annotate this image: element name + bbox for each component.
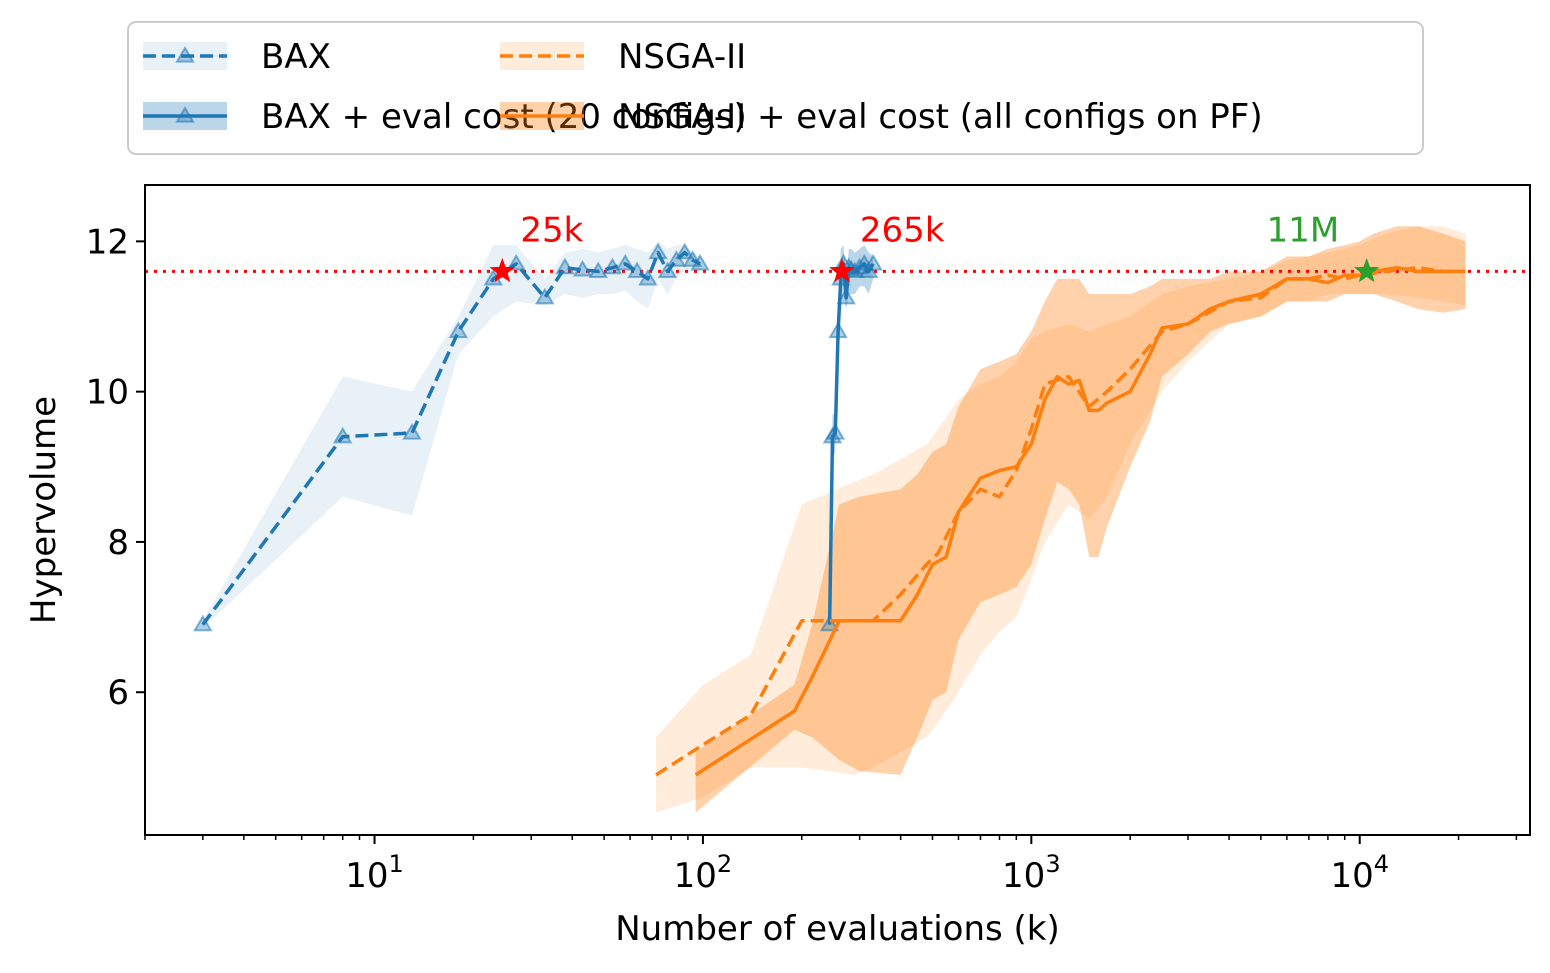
annotation-11m: 11M — [1267, 210, 1340, 250]
legend-label: NSGA-II + eval cost (all configs on PF) — [618, 97, 1263, 137]
y-tick-label: 10 — [86, 373, 129, 413]
plot-area: 25k 265k 11M — [145, 210, 1530, 813]
axes: 6 8 10 12 101 102 103 104 Number of evaluations … — [24, 184, 1531, 949]
x-tick-label: 104 — [1330, 850, 1389, 896]
y-tick-label: 12 — [86, 222, 129, 262]
legend-label: NSGA-II — [618, 37, 746, 77]
x-axis-label: Number of evaluations (k) — [615, 909, 1060, 949]
annotation-265k: 265k — [860, 210, 945, 250]
y-tick-label: 8 — [107, 523, 129, 563]
data-point-bax — [615, 253, 635, 271]
y-tick-label: 6 — [107, 673, 129, 713]
data-point-bax — [627, 261, 647, 279]
plot-content — [145, 226, 1530, 813]
data-point-bax — [657, 261, 678, 279]
axes-frame — [144, 184, 1531, 836]
data-point-bax-eval-cost-20-configs — [819, 614, 840, 632]
data-point-bax-eval-cost-20-configs — [863, 253, 883, 271]
series-line-nsga-ii-eval-cost-all-configs-on-pf — [694, 265, 1466, 777]
data-point-bax — [193, 614, 213, 632]
band-bax-eval-cost-20-configs — [829, 245, 874, 629]
annotation-25k: 25k — [520, 210, 583, 250]
data-point-bax — [572, 259, 593, 277]
band-nsga-ii — [656, 226, 1466, 813]
legend-swatch-marker — [175, 46, 195, 63]
data-point-bax — [555, 257, 575, 275]
star-marker-265k — [829, 257, 855, 283]
data-point-bax — [674, 242, 695, 260]
x-tick-label: 103 — [1002, 850, 1061, 896]
legend-box — [127, 21, 1424, 155]
band-bax — [202, 241, 701, 629]
legend-swatch-marker — [175, 106, 195, 123]
data-point-bax-eval-cost-20-configs — [828, 321, 848, 339]
legend-label: BAX — [261, 37, 331, 77]
data-point-bax — [506, 253, 526, 271]
data-point-bax-eval-cost-20-configs — [825, 423, 846, 440]
legend-item-bax-eval-cost-20-configs: BAX + eval cost (20 configs) — [143, 97, 747, 137]
legend: BAX BAX + eval cost (20 configs) NSGA-II NS… — [127, 21, 1424, 155]
data-point-bax — [588, 261, 609, 279]
y-axis-label: Hypervolume — [24, 396, 64, 624]
star-marker-11m — [1353, 257, 1380, 283]
legend-item-bax: BAX — [143, 37, 331, 77]
x-tick-label: 102 — [674, 850, 733, 896]
series-line-bax — [201, 250, 701, 626]
data-point-bax — [332, 426, 353, 444]
star-marker-25k — [489, 257, 516, 283]
x-tick-label: 101 — [345, 850, 404, 896]
data-point-bax — [535, 287, 555, 305]
data-point-bax-eval-cost-20-configs — [836, 287, 856, 305]
legend-item-nsga-ii-eval-cost-all-configs-on-pf: NSGA-II + eval cost (all configs on PF) — [500, 97, 1263, 137]
data-point-bax — [402, 423, 422, 440]
legend-item-nsga-ii: NSGA-II — [500, 37, 746, 77]
band-nsga-ii-eval-cost-all-configs-on-pf — [695, 226, 1466, 813]
data-point-bax — [690, 253, 710, 271]
data-point-bax — [638, 268, 658, 286]
series-line-nsga-ii — [655, 265, 1466, 777]
data-point-bax — [448, 321, 469, 339]
data-point-bax — [648, 242, 668, 260]
